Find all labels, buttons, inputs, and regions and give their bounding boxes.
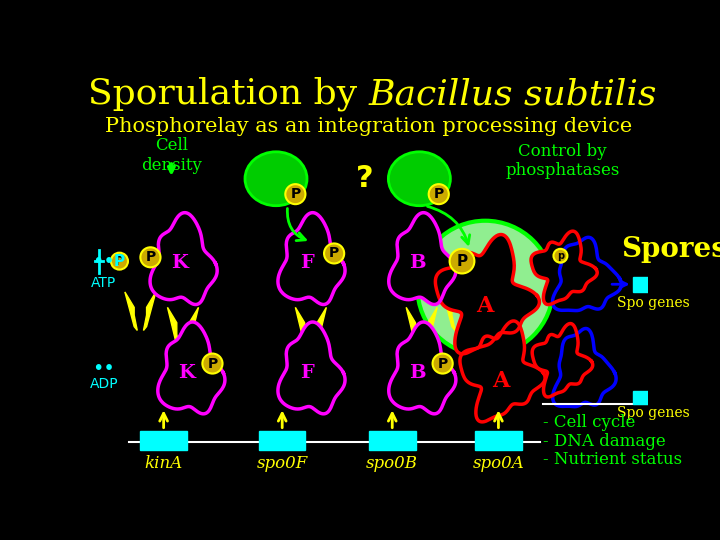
Polygon shape [436,234,539,354]
Text: Control by
phosphatases: Control by phosphatases [505,143,620,179]
Polygon shape [460,321,545,422]
Text: - Nutrient status: - Nutrient status [544,451,683,468]
FancyArrowPatch shape [287,208,305,241]
Text: spo0A: spo0A [472,455,524,472]
Text: P: P [329,246,339,260]
FancyBboxPatch shape [369,431,415,450]
FancyBboxPatch shape [259,431,305,450]
Polygon shape [552,237,621,310]
Text: ••: •• [93,252,115,271]
Text: ADP: ADP [89,377,118,392]
Circle shape [428,184,449,204]
Circle shape [554,249,567,262]
Text: Spo genes: Spo genes [617,406,690,420]
Text: F: F [300,364,314,382]
Polygon shape [406,307,418,350]
Text: P: P [114,254,125,268]
Polygon shape [186,307,199,350]
Text: P: P [438,356,448,370]
Polygon shape [168,307,180,350]
Polygon shape [158,322,225,414]
Polygon shape [150,213,217,305]
Polygon shape [278,213,345,305]
FancyBboxPatch shape [475,431,522,450]
Text: A: A [492,370,510,392]
Text: spo0F: spo0F [256,455,308,472]
Text: Sporulation by: Sporulation by [89,77,369,111]
Text: ••: •• [93,360,115,379]
Text: Phosphorelay as an integration processing device: Phosphorelay as an integration processin… [105,117,633,136]
Text: P: P [456,254,467,268]
Text: P: P [207,356,217,370]
Text: K: K [179,364,195,382]
Text: ?: ? [356,164,374,193]
Polygon shape [143,292,156,330]
Text: A: A [477,295,494,317]
Text: Bacillus subtilis: Bacillus subtilis [369,77,657,111]
Text: kinA: kinA [145,455,183,472]
Polygon shape [462,292,474,330]
Text: spo0B: spo0B [366,455,418,472]
Text: B: B [410,364,426,382]
Text: B: B [410,254,426,273]
Circle shape [140,247,161,267]
FancyArrowPatch shape [428,206,469,244]
Polygon shape [389,322,456,414]
Polygon shape [532,323,593,397]
Circle shape [433,354,453,374]
Ellipse shape [418,221,553,355]
Circle shape [285,184,305,204]
Text: Spo genes: Spo genes [617,296,690,310]
Text: P: P [115,255,124,268]
FancyBboxPatch shape [632,390,675,404]
Polygon shape [278,322,345,414]
Circle shape [449,249,474,273]
Text: ATP: ATP [91,276,117,289]
Text: P: P [145,251,156,264]
Circle shape [324,244,344,264]
Text: Spores: Spores [621,236,720,263]
Circle shape [202,354,222,374]
Ellipse shape [388,152,451,206]
Polygon shape [389,213,456,305]
Polygon shape [443,292,455,330]
FancyBboxPatch shape [632,276,675,292]
FancyBboxPatch shape [140,431,187,450]
Text: - DNA damage: - DNA damage [544,433,666,450]
Polygon shape [553,328,616,407]
Text: K: K [171,254,188,273]
Text: Cell
density: Cell density [141,137,202,174]
Text: P: P [433,187,444,201]
Text: - Cell cycle: - Cell cycle [544,414,636,431]
Ellipse shape [245,152,307,206]
Text: p: p [557,251,564,261]
Text: F: F [300,254,314,273]
Circle shape [111,253,128,269]
Text: P: P [290,187,300,201]
Polygon shape [425,307,437,350]
Polygon shape [314,307,326,350]
Polygon shape [531,231,597,305]
Polygon shape [295,307,307,350]
Polygon shape [125,292,138,330]
